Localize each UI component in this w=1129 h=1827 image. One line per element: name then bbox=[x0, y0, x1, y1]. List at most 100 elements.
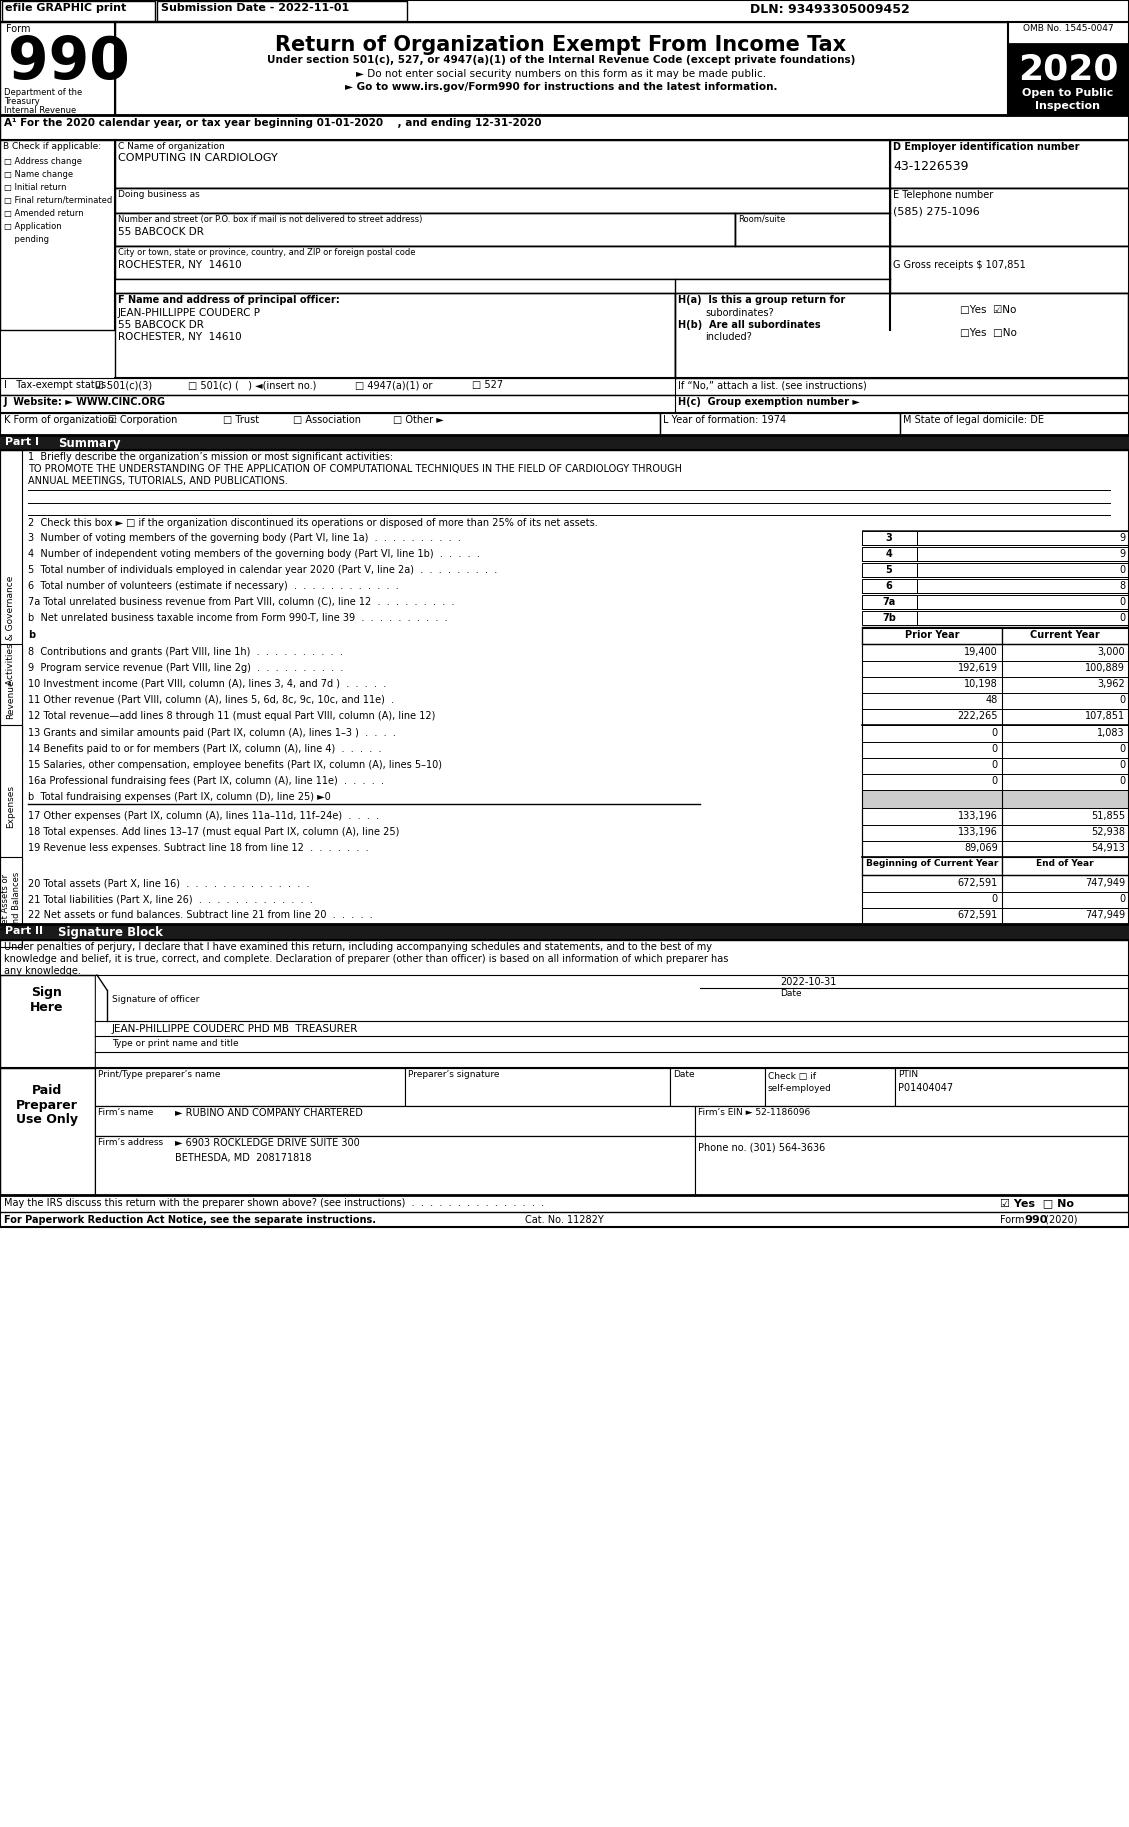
Text: □ Trust: □ Trust bbox=[224, 415, 260, 426]
Bar bbox=[95, 1105, 695, 1136]
Text: 10,198: 10,198 bbox=[964, 680, 998, 689]
Bar bbox=[0, 22, 115, 115]
Text: Form: Form bbox=[1000, 1215, 1027, 1224]
Text: Check □ if: Check □ if bbox=[768, 1072, 816, 1082]
Text: 0: 0 bbox=[1119, 565, 1124, 576]
Text: 0: 0 bbox=[1119, 760, 1124, 769]
Text: Form: Form bbox=[6, 24, 30, 35]
Text: PTIN: PTIN bbox=[898, 1071, 918, 1080]
Bar bbox=[0, 0, 1129, 1228]
Text: P01404047: P01404047 bbox=[898, 1083, 953, 1093]
Text: □Yes  ☑No: □Yes ☑No bbox=[960, 305, 1016, 314]
Text: C Name of organization: C Name of organization bbox=[119, 143, 225, 152]
Text: any knowledge.: any knowledge. bbox=[5, 966, 81, 976]
Text: pending: pending bbox=[5, 236, 49, 245]
Text: 7a Total unrelated business revenue from Part VIII, column (C), line 12  .  .  .: 7a Total unrelated business revenue from… bbox=[28, 597, 455, 607]
Text: 747,949: 747,949 bbox=[1085, 910, 1124, 921]
Bar bbox=[1008, 82, 1129, 115]
Text: 2022-10-31: 2022-10-31 bbox=[780, 977, 837, 987]
Text: 3: 3 bbox=[885, 533, 892, 543]
Bar bbox=[660, 413, 900, 435]
Bar bbox=[863, 530, 1129, 544]
Text: Signature Block: Signature Block bbox=[58, 926, 163, 939]
Text: G Gross receipts $ 107,851: G Gross receipts $ 107,851 bbox=[893, 259, 1026, 270]
Bar bbox=[675, 292, 1128, 378]
Text: Inspection: Inspection bbox=[1035, 100, 1101, 111]
Bar bbox=[0, 725, 21, 890]
Text: 19 Revenue less expenses. Subtract line 18 from line 12  .  .  .  .  .  .  .: 19 Revenue less expenses. Subtract line … bbox=[28, 842, 369, 853]
Text: self-employed: self-employed bbox=[768, 1083, 832, 1093]
Text: Firm’s name: Firm’s name bbox=[98, 1107, 154, 1116]
Text: 990: 990 bbox=[1024, 1215, 1048, 1224]
Text: Date: Date bbox=[780, 988, 802, 998]
Text: 11 Other revenue (Part VIII, column (A), lines 5, 6d, 8c, 9c, 10c, and 11e)  .: 11 Other revenue (Part VIII, column (A),… bbox=[28, 694, 394, 705]
Text: Sign
Here: Sign Here bbox=[30, 987, 63, 1014]
Text: Treasury: Treasury bbox=[5, 97, 40, 106]
Bar bbox=[863, 789, 1129, 808]
Text: J  Website: ► WWW.CINC.ORG: J Website: ► WWW.CINC.ORG bbox=[5, 396, 166, 407]
Bar bbox=[890, 141, 1129, 188]
Text: End of Year: End of Year bbox=[1036, 859, 1094, 868]
Text: □ 527: □ 527 bbox=[472, 380, 504, 389]
Text: Department of the: Department of the bbox=[5, 88, 82, 97]
Text: 55 BABCOCK DR: 55 BABCOCK DR bbox=[119, 320, 204, 331]
Bar bbox=[95, 976, 1129, 1021]
Bar bbox=[863, 610, 917, 625]
Bar bbox=[115, 22, 1008, 115]
Text: 21 Total liabilities (Part X, line 26)  .  .  .  .  .  .  .  .  .  .  .  .  .: 21 Total liabilities (Part X, line 26) .… bbox=[28, 893, 313, 904]
Text: 0: 0 bbox=[1119, 744, 1124, 755]
Text: Print/Type preparer’s name: Print/Type preparer’s name bbox=[98, 1071, 220, 1080]
Text: 3,000: 3,000 bbox=[1097, 647, 1124, 658]
Text: (585) 275-1096: (585) 275-1096 bbox=[893, 206, 980, 217]
Text: □ 4947(a)(1) or: □ 4947(a)(1) or bbox=[355, 380, 432, 389]
Text: b: b bbox=[28, 630, 35, 639]
Bar bbox=[863, 546, 917, 561]
Text: Return of Organization Exempt From Income Tax: Return of Organization Exempt From Incom… bbox=[275, 35, 847, 55]
Text: ROCHESTER, NY  14610: ROCHESTER, NY 14610 bbox=[119, 333, 242, 342]
Text: K Form of organization:: K Form of organization: bbox=[5, 415, 117, 426]
Bar bbox=[0, 449, 21, 809]
Text: 16a Professional fundraising fees (Part IX, column (A), line 11e)  .  .  .  .  .: 16a Professional fundraising fees (Part … bbox=[28, 776, 384, 786]
Text: F Name and address of principal officer:: F Name and address of principal officer: bbox=[119, 294, 340, 305]
Text: 747,949: 747,949 bbox=[1085, 879, 1124, 888]
Text: 19,400: 19,400 bbox=[964, 647, 998, 658]
Text: 51,855: 51,855 bbox=[1091, 811, 1124, 820]
Text: H(b)  Are all subordinates: H(b) Are all subordinates bbox=[679, 320, 821, 331]
Text: 133,196: 133,196 bbox=[959, 811, 998, 820]
Text: If “No,” attach a list. (see instructions): If “No,” attach a list. (see instruction… bbox=[679, 380, 867, 389]
Text: Signature of officer: Signature of officer bbox=[112, 996, 200, 1005]
Text: 10 Investment income (Part VIII, column (A), lines 3, 4, and 7d )  .  .  .  .  .: 10 Investment income (Part VIII, column … bbox=[28, 680, 386, 689]
Text: Under section 501(c), 527, or 4947(a)(1) of the Internal Revenue Code (except pr: Under section 501(c), 527, or 4947(a)(1)… bbox=[266, 55, 855, 66]
Text: □ Application: □ Application bbox=[5, 223, 62, 230]
Text: knowledge and belief, it is true, correct, and complete. Declaration of preparer: knowledge and belief, it is true, correc… bbox=[5, 954, 728, 965]
Text: 13 Grants and similar amounts paid (Part IX, column (A), lines 1–3 )  .  .  .  .: 13 Grants and similar amounts paid (Part… bbox=[28, 727, 396, 738]
Bar bbox=[669, 1069, 765, 1105]
Text: 990: 990 bbox=[8, 35, 130, 91]
Text: Firm’s EIN ► 52-1186096: Firm’s EIN ► 52-1186096 bbox=[698, 1107, 811, 1116]
Bar bbox=[890, 247, 1129, 292]
Text: subordinates?: subordinates? bbox=[704, 309, 773, 318]
Text: BETHESDA, MD  208171818: BETHESDA, MD 208171818 bbox=[175, 1153, 312, 1164]
Bar bbox=[0, 643, 21, 755]
Text: 0: 0 bbox=[1119, 597, 1124, 607]
Bar bbox=[0, 1069, 95, 1195]
Text: 2  Check this box ► □ if the organization discontinued its operations or dispose: 2 Check this box ► □ if the organization… bbox=[28, 519, 597, 528]
Text: 17 Other expenses (Part IX, column (A), lines 11a–11d, 11f–24e)  .  .  .  .: 17 Other expenses (Part IX, column (A), … bbox=[28, 811, 379, 820]
Text: ► RUBINO AND COMPANY CHARTERED: ► RUBINO AND COMPANY CHARTERED bbox=[175, 1107, 362, 1118]
Text: Part II: Part II bbox=[5, 926, 43, 935]
Text: □ 501(c) (   ) ◄(insert no.): □ 501(c) ( ) ◄(insert no.) bbox=[189, 380, 316, 389]
Text: 9: 9 bbox=[1119, 548, 1124, 559]
Text: Beginning of Current Year: Beginning of Current Year bbox=[866, 859, 998, 868]
Bar bbox=[765, 1069, 895, 1105]
Text: 0: 0 bbox=[992, 727, 998, 738]
Text: H(a)  Is this a group return for: H(a) Is this a group return for bbox=[679, 294, 846, 305]
Bar bbox=[0, 0, 1129, 22]
Text: 100,889: 100,889 bbox=[1085, 663, 1124, 672]
Bar bbox=[695, 1105, 1129, 1136]
Text: 3  Number of voting members of the governing body (Part VI, line 1a)  .  .  .  .: 3 Number of voting members of the govern… bbox=[28, 533, 461, 543]
Text: 0: 0 bbox=[992, 760, 998, 769]
Text: Paid
Preparer
Use Only: Paid Preparer Use Only bbox=[16, 1083, 78, 1127]
Text: 12 Total revenue—add lines 8 through 11 (must equal Part VIII, column (A), line : 12 Total revenue—add lines 8 through 11 … bbox=[28, 711, 436, 722]
Text: A¹ For the 2020 calendar year, or tax year beginning 01-01-2020    , and ending : A¹ For the 2020 calendar year, or tax ye… bbox=[5, 119, 542, 128]
Text: 107,851: 107,851 bbox=[1085, 711, 1124, 722]
